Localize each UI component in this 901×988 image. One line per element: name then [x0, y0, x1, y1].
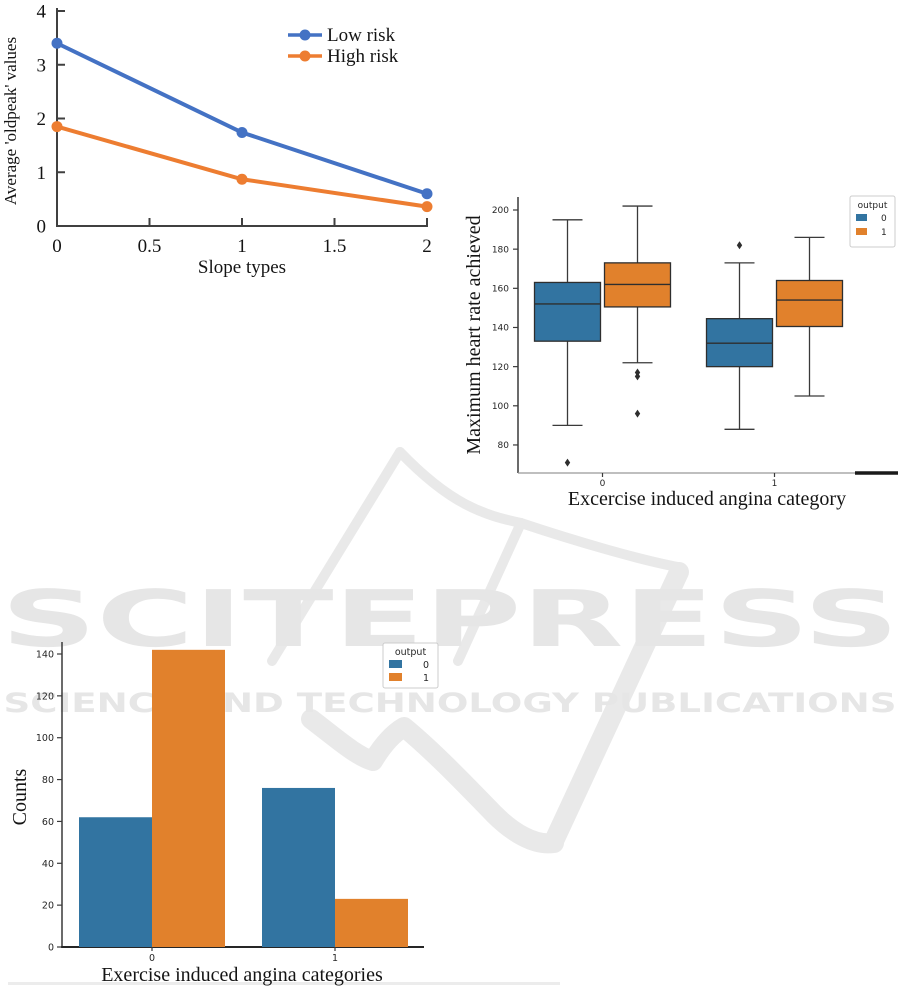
y-tick-label: 80: [498, 441, 510, 451]
outlier-marker: [634, 372, 641, 381]
data-point-marker: [421, 201, 433, 213]
y-tick-label: 2: [37, 109, 47, 130]
legend-entry-label: 0: [423, 660, 429, 671]
y-tick-label: 120: [492, 363, 509, 373]
x-tick-label: 0: [149, 953, 155, 964]
y-tick-label: 100: [36, 733, 54, 744]
angina-counts-bar-chart: 0 20 40 60 80 100 120 140 0 1 output 0 1 Exercise in…: [9, 642, 439, 986]
x-tick-label: 1: [332, 953, 338, 964]
x-tick-label: 0.5: [138, 236, 162, 257]
y-tick-label: 140: [492, 324, 509, 334]
series-line: [55, 124, 429, 209]
y-tick-label: 4: [37, 2, 47, 23]
heart-rate-box-plot: 80 100 120 140 160 180 200 0 1 output 0 1 Excercise…: [463, 195, 898, 510]
y-tick-label: 3: [37, 55, 47, 76]
logo-left-edge: [267, 447, 405, 666]
y-tick-label: 80: [42, 775, 54, 786]
legend-entry-label: 1: [881, 228, 887, 238]
y-tick-label: 140: [36, 650, 54, 661]
page-edge-strip: [8, 982, 560, 985]
watermark-title-text: SCITEPRESS: [1, 575, 899, 665]
legend-label: High risk: [327, 46, 399, 67]
logo-peak-curve: [395, 447, 526, 528]
x-tick-label: 0: [52, 236, 62, 257]
legend-swatch: [389, 660, 402, 668]
y-tick-label: 180: [492, 245, 509, 255]
outlier-marker: [634, 409, 641, 418]
legend-entry-label: 1: [423, 673, 429, 684]
legend-marker: [299, 50, 311, 62]
y-tick-label: 0: [37, 217, 47, 238]
box-plot-x-axis-label: Excercise induced angina category: [568, 488, 846, 510]
legend-label: Low risk: [327, 25, 396, 46]
legend-swatch: [856, 228, 867, 235]
data-point-marker: [51, 121, 63, 133]
data-point-marker: [236, 173, 248, 185]
legend-marker: [299, 29, 311, 41]
logo-quill-stroke: [544, 562, 689, 851]
x-tick-label: 1: [237, 236, 247, 257]
y-tick-label: 160: [492, 285, 509, 295]
legend-swatch: [856, 214, 867, 221]
data-point-marker: [236, 126, 248, 138]
y-tick-label: 20: [42, 901, 54, 912]
logo-inner-edge: [453, 518, 526, 666]
bar: [335, 898, 408, 947]
legend-swatch: [389, 673, 402, 681]
bar: [152, 649, 225, 947]
box: [533, 281, 602, 342]
box: [775, 279, 844, 328]
y-tick-label: 60: [42, 817, 54, 828]
outlier-marker: [564, 458, 571, 467]
legend-title: output: [395, 647, 427, 658]
legend-title: output: [858, 201, 888, 211]
data-point-marker: [51, 37, 63, 49]
bar-chart-plot-area: 0 20 40 60 80 100 120 140 0 1 output 0 1: [36, 642, 439, 964]
bar: [262, 787, 335, 947]
box-plot-y-axis-label: Maximum heart rate achieved: [463, 215, 485, 454]
box-plot-area: 80 100 120 140 160 180 200 0 1 output 0 1: [492, 195, 898, 489]
logo-right-wing: [516, 518, 683, 572]
y-tick-label: 100: [492, 402, 509, 412]
logo-ribbon-swoosh: [301, 709, 564, 854]
x-tick-label: 2: [422, 236, 432, 257]
y-tick-label: 200: [492, 206, 509, 216]
y-tick-label: 120: [36, 691, 54, 702]
legend-entry-label: 0: [881, 214, 887, 224]
y-tick-label: 40: [42, 859, 54, 870]
data-point-marker: [421, 188, 433, 200]
x-tick-label: 0: [600, 479, 606, 489]
x-tick-label: 1: [772, 479, 778, 489]
bar-chart-x-axis-label: Exercise induced angina categories: [101, 964, 383, 986]
bar-chart-y-axis-label: Counts: [9, 768, 31, 825]
bar: [79, 817, 152, 947]
x-tick-label: 1.5: [323, 236, 347, 257]
outlier-marker: [736, 241, 743, 250]
line-chart-x-axis-label: Slope types: [198, 257, 286, 278]
y-tick-label: 0: [48, 943, 54, 954]
line-chart-y-axis-label: Average 'oldpeak' values: [1, 37, 20, 205]
publisher-logo-outline: [267, 447, 689, 854]
y-tick-label: 1: [37, 163, 47, 184]
